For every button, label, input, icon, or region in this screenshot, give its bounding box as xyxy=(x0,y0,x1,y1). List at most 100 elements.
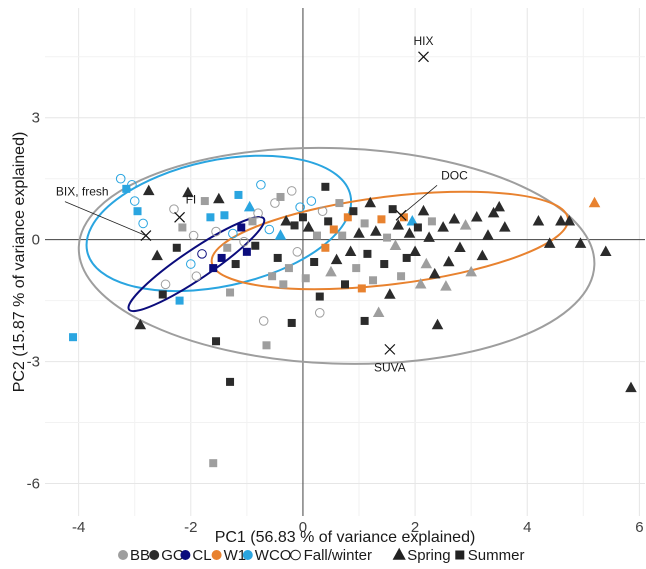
point-gc xyxy=(280,215,292,226)
point-gc xyxy=(625,381,637,393)
point-gc xyxy=(532,215,545,226)
x-tick-label: 2 xyxy=(411,519,419,536)
point-gc xyxy=(226,377,235,386)
legend-key-summer xyxy=(455,550,465,560)
point-cl xyxy=(237,223,246,232)
point-w1 xyxy=(343,213,352,222)
legend-label-summer: Summer xyxy=(468,547,525,564)
loading-label: HIX xyxy=(413,34,433,48)
point-gc xyxy=(428,267,441,279)
point-gc xyxy=(298,213,307,222)
point-bb xyxy=(459,219,472,230)
point-bb xyxy=(279,280,288,289)
point-bb xyxy=(397,272,406,281)
point-w1 xyxy=(321,243,330,252)
point-gc xyxy=(321,182,330,191)
point-gc xyxy=(370,225,382,236)
point-gc xyxy=(417,204,430,216)
point-bb xyxy=(268,272,277,281)
point-gc xyxy=(499,221,511,232)
ellipse-wco xyxy=(85,154,353,293)
loading-label: SUVA xyxy=(374,360,406,374)
point-gc xyxy=(409,245,421,257)
point-gc xyxy=(341,280,349,289)
point-gc xyxy=(302,221,315,232)
point-bb xyxy=(301,274,310,283)
point-gc xyxy=(142,184,155,196)
point-cl xyxy=(209,264,218,273)
point-gc xyxy=(182,186,194,198)
point-w1 xyxy=(377,215,386,224)
point-cl xyxy=(217,253,226,262)
point-wco xyxy=(295,202,305,212)
point-wco xyxy=(243,200,256,212)
point-bb xyxy=(312,231,321,240)
point-gc xyxy=(402,253,411,262)
x-tick-label: 4 xyxy=(523,519,531,536)
point-w1 xyxy=(588,196,601,208)
point-wco xyxy=(228,228,238,239)
y-tick-label: 3 xyxy=(32,110,40,127)
point-bb xyxy=(352,264,361,273)
legend-label-gc: GC xyxy=(161,547,184,564)
point-gc xyxy=(172,243,181,252)
point-gc xyxy=(431,318,444,330)
point-gc xyxy=(151,249,163,261)
x-tick-label: 6 xyxy=(635,519,643,536)
point-wco xyxy=(220,211,229,220)
point-bb xyxy=(200,197,209,206)
grid xyxy=(45,8,645,516)
point-gc xyxy=(213,192,225,204)
point-bb xyxy=(248,217,257,226)
point-gc xyxy=(388,205,397,214)
point-gc xyxy=(471,210,483,222)
point-gc xyxy=(599,245,612,257)
point-gc xyxy=(487,206,500,218)
point-wco xyxy=(406,215,419,226)
point-bb xyxy=(338,231,347,240)
point-bb xyxy=(169,204,179,214)
point-gc xyxy=(344,245,357,257)
point-gc xyxy=(543,237,556,248)
point-bb xyxy=(414,278,427,289)
legend-key-w1 xyxy=(211,550,222,560)
legend-label-w1: W1 xyxy=(224,547,247,564)
legend: BB GC CL W1 WCO Fall/winter Spring Summer xyxy=(118,547,524,564)
point-bb xyxy=(325,265,337,277)
point-gc xyxy=(476,249,489,261)
point-w1 xyxy=(357,284,366,293)
point-bb xyxy=(223,243,232,252)
point-bb xyxy=(292,247,303,257)
point-bb xyxy=(427,217,436,226)
point-wco xyxy=(256,179,266,190)
point-bb xyxy=(276,192,285,201)
point-cl xyxy=(242,247,251,256)
x-tick-label: -4 xyxy=(72,519,85,536)
legend-key-spring xyxy=(392,547,406,560)
legend-label-bb: BB xyxy=(130,547,150,564)
point-gc xyxy=(315,292,324,301)
legend-key-wco xyxy=(242,550,253,560)
point-gc xyxy=(353,227,365,238)
loading-cross xyxy=(174,211,186,223)
point-wco xyxy=(175,296,184,305)
loading-cross xyxy=(384,343,396,355)
loading-label: FI xyxy=(186,192,197,206)
y-tick-label: -3 xyxy=(27,354,40,371)
point-gc xyxy=(413,223,422,232)
x-tick-label: 0 xyxy=(299,519,307,536)
point-wco xyxy=(185,259,196,269)
point-bb xyxy=(178,223,187,232)
point-gc xyxy=(158,290,167,299)
point-bb xyxy=(286,186,297,196)
ellipse-cl xyxy=(127,215,266,313)
point-bb xyxy=(270,198,280,208)
point-gc xyxy=(482,229,494,240)
point-gc xyxy=(442,255,455,267)
point-gc xyxy=(563,215,576,226)
legend-key-cl xyxy=(180,550,191,560)
point-wco xyxy=(306,196,317,206)
point-wco xyxy=(129,196,140,206)
point-gc xyxy=(134,318,147,330)
point-bb xyxy=(420,257,433,269)
